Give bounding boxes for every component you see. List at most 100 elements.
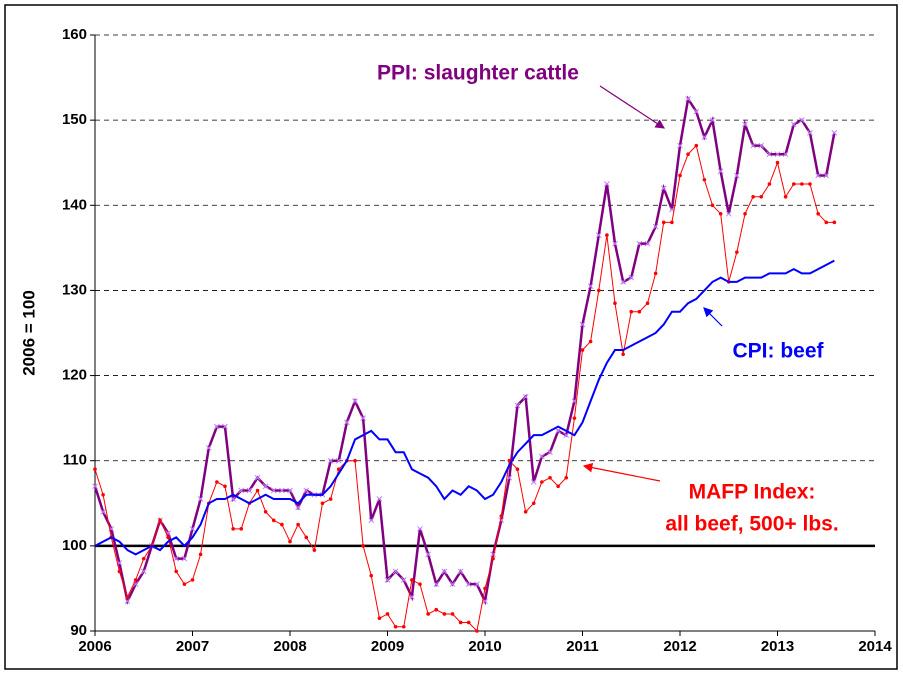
point [457,568,464,575]
x-tick-label: 2008 [273,638,306,655]
point [604,181,610,187]
point [376,496,383,502]
point [579,321,586,328]
point [531,501,536,506]
point [693,108,700,115]
point [499,514,504,518]
point [800,182,804,186]
annotation-arrow [582,462,661,482]
point [735,250,739,254]
y-axis-label: 2006 = 100 [19,290,38,376]
point [369,573,374,578]
point [400,577,407,583]
point [816,212,820,216]
point [491,556,495,561]
point [620,279,627,285]
point [263,510,268,514]
frame [4,4,898,670]
point [410,578,414,582]
point [555,428,561,434]
x-tick-label: 2010 [468,638,501,655]
y-tick-label: 150 [62,111,87,128]
point [522,394,529,400]
point [385,612,390,616]
point [514,402,521,409]
point [709,117,716,123]
point [181,555,188,562]
point [466,620,471,625]
point [166,535,170,540]
point [133,578,138,582]
point [612,240,618,247]
point [637,309,642,314]
point [465,581,472,588]
point [799,117,805,123]
point [661,220,666,225]
point [360,415,366,421]
point [280,522,284,527]
point [361,544,365,548]
point [507,458,512,463]
point [197,496,204,502]
x-tick-label: 2006 [78,638,111,655]
point [783,194,788,199]
point [547,449,553,456]
y-tick-label: 110 [63,452,87,469]
point [215,480,219,484]
point [270,487,277,494]
point [677,142,683,149]
point [645,301,650,306]
x-tick-label: 2013 [761,638,794,655]
y-tick-label: 130 [62,281,87,298]
point [595,232,602,238]
point [426,612,430,616]
point [287,487,293,494]
point [384,577,391,583]
x-tick-label: 2011 [566,638,599,655]
point [336,467,341,472]
point [782,151,789,158]
x-tick-label: 2014 [858,638,892,655]
point [425,551,432,558]
point [458,620,463,625]
point [490,551,496,558]
point [335,457,342,464]
point [556,484,560,489]
point [572,416,577,420]
point [246,487,253,494]
point [523,510,528,514]
point [596,288,601,293]
x-tick-label: 2009 [371,638,404,655]
point [239,527,244,531]
point [271,518,276,523]
point [368,517,375,524]
point [92,483,98,490]
series-line [94,259,835,556]
y-tick-label: 120 [62,367,87,384]
y-tick-label: 140 [62,196,87,213]
point [449,581,456,588]
point [580,348,585,352]
point [125,595,130,599]
point [629,309,634,314]
point [807,130,813,136]
point [686,152,690,156]
point [652,223,659,230]
point [205,445,212,451]
point [279,487,285,494]
point [230,496,237,502]
y-tick-label: 90 [70,622,87,639]
point [222,423,228,430]
point [824,220,829,225]
point [538,453,545,460]
point [124,598,131,605]
point [214,423,220,430]
point [141,556,146,561]
point [587,283,594,290]
point [312,548,317,552]
point [353,458,357,463]
point [750,142,756,149]
point [742,121,748,128]
point [392,568,399,575]
